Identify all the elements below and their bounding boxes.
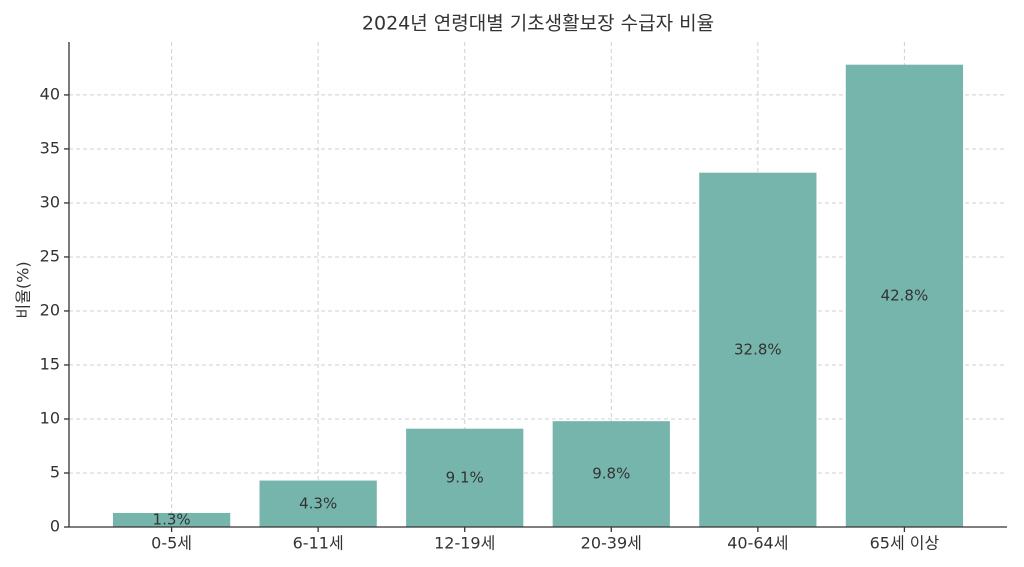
bar (112, 512, 231, 527)
x-tick-label: 20-39세 (581, 534, 642, 553)
value-label: 4.3% (299, 494, 337, 512)
x-tick-label: 12-19세 (434, 534, 495, 553)
x-tick-label: 0-5세 (151, 534, 192, 553)
y-tick-label: 30 (40, 192, 60, 211)
y-tick-label: 35 (40, 138, 60, 157)
x-tick-label: 40-64세 (727, 534, 788, 553)
value-label: 1.3% (153, 510, 191, 528)
y-tick-label: 25 (40, 246, 60, 265)
y-axis-label: 비율(%) (14, 261, 33, 318)
y-tick-label: 15 (40, 354, 60, 373)
y-tick-label: 5 (50, 462, 60, 481)
bar (845, 64, 964, 527)
bar (259, 480, 377, 527)
bar (699, 172, 817, 528)
value-label: 42.8% (881, 286, 929, 304)
value-label: 32.8% (734, 340, 782, 358)
x-tick-label: 6-11세 (293, 534, 344, 553)
x-tick-label: 65세 이상 (870, 534, 940, 553)
y-tick-label: 20 (40, 300, 60, 319)
value-label: 9.8% (592, 465, 630, 483)
chart-title: 2024년 연령대별 기초생활보장 수급자 비율 (362, 13, 714, 35)
bar (552, 421, 670, 527)
bar (406, 428, 524, 527)
y-tick-label: 0 (50, 517, 60, 536)
y-tick-label: 10 (40, 408, 60, 427)
y-tick-label: 40 (40, 84, 60, 103)
value-label: 9.1% (446, 468, 484, 486)
